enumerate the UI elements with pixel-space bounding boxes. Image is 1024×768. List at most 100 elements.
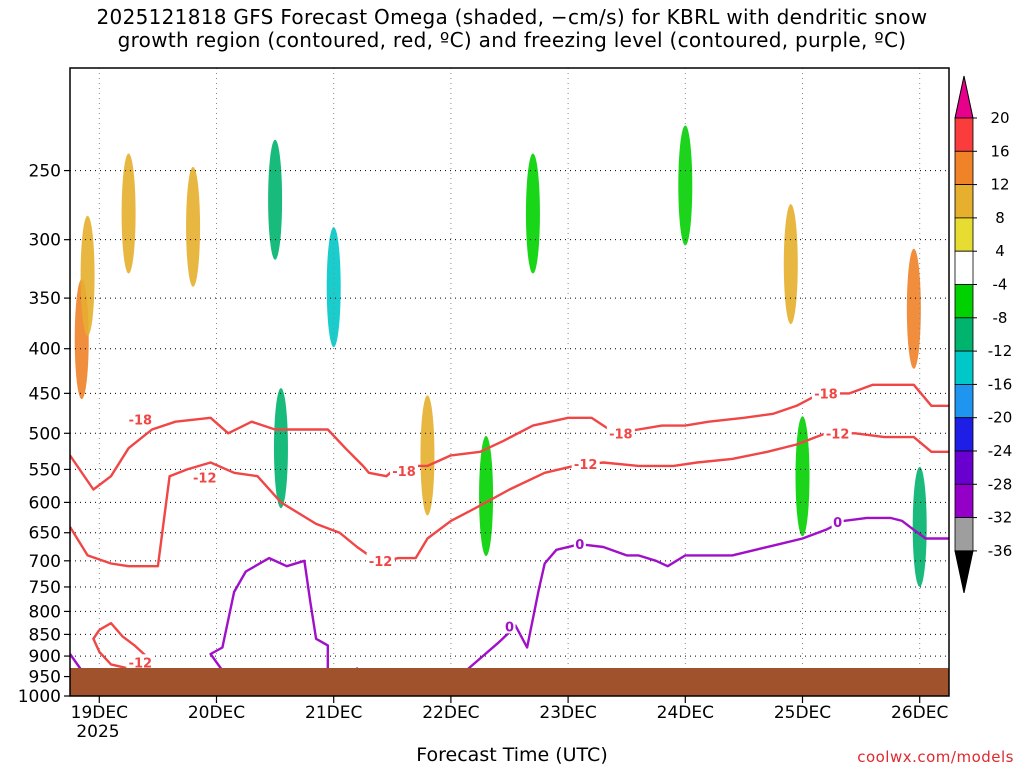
colorbar-segment-0: [954, 117, 974, 152]
colorbar-segment-9: [954, 417, 974, 452]
y-tick-label-750: 750: [29, 578, 61, 598]
omega-cell-3: [186, 166, 201, 287]
x-year-label: 2025: [76, 722, 119, 742]
colorbar-label-11: -28: [988, 475, 1013, 493]
x-tick-label-22DEC: 22DEC: [422, 703, 479, 723]
colorbar-label-2: 12: [990, 176, 1009, 194]
contour-label-1-3: -12: [826, 427, 850, 442]
omega-cell-9: [525, 153, 540, 274]
y-tick-label-650: 650: [29, 524, 61, 544]
y-tick-label-350: 350: [29, 289, 61, 309]
contour-label-bg-1-2: [571, 455, 600, 471]
contour-label-0-3: -18: [814, 387, 838, 402]
colorbar-label-8: -16: [988, 375, 1013, 393]
y-tick-label-250: 250: [29, 162, 61, 182]
omega-cell-14: [912, 466, 927, 587]
colorbar-segment-4: [954, 250, 974, 285]
contour-label-bg-6-0: [503, 618, 516, 634]
colorbar-label-7: -12: [988, 342, 1013, 360]
ground-terrain: [70, 668, 949, 696]
colorbar-segment-8: [954, 383, 974, 419]
omega-cell-5: [273, 388, 288, 509]
contour-label-bg-0-2: [606, 425, 635, 441]
colorbar-label-4: 4: [995, 242, 1005, 260]
contour-label-bg-2-0: [126, 654, 155, 670]
y-tick-label-800: 800: [29, 602, 61, 622]
colorbar: 20 16 12 8 4 -4 -8 -12 -16 -20 -24 -28 -32 -36: [954, 75, 1013, 594]
contour-label-bg-1-3: [823, 425, 852, 441]
colorbar-label-6: -8: [993, 309, 1008, 327]
colorbar-bottom-arrow: [954, 550, 974, 594]
colorbar-segment-7: [954, 350, 974, 385]
colorbar-segment-10: [954, 450, 974, 485]
x-axis-ticks: 19DEC 20DEC 21DEC 22DEC 23DEC 24DEC 25DEC 26DEC: [71, 696, 948, 723]
colorbar-label-3: 8: [995, 209, 1005, 227]
colorbar-segment-5: [954, 284, 974, 319]
colorbar-label-10: -24: [988, 442, 1013, 460]
contour-label-0-2: -18: [609, 427, 633, 442]
contour-dendritic-12: [70, 432, 949, 568]
contour-label-6-0: 0: [505, 620, 514, 635]
colorbar-label-12: -32: [988, 509, 1013, 527]
chart-title: 2025121818 GFS Forecast Omega (shaded, −…: [0, 6, 1024, 52]
x-tick-label-21DEC: 21DEC: [305, 703, 362, 723]
colorbar-label-13: -36: [988, 542, 1013, 560]
colorbar-label-0: 20: [990, 109, 1009, 127]
omega-cell-7: [420, 395, 435, 516]
omega-cell-6: [326, 227, 341, 348]
contour-label-1-0: -12: [193, 472, 217, 487]
site-credit: coolwx.com/models: [857, 748, 1014, 766]
contour-label-1-2: -12: [574, 458, 598, 473]
colorbar-segment-6: [954, 317, 974, 352]
chart-title-line1: 2025121818 GFS Forecast Omega (shaded, −…: [96, 5, 928, 29]
omega-shading: [74, 125, 927, 587]
contour-label-bg-0-1: [390, 462, 419, 478]
y-tick-label-950: 950: [29, 668, 61, 688]
colorbar-segment-1: [954, 150, 974, 186]
omega-cell-8: [479, 436, 494, 557]
colorbar-segment-12: [954, 517, 974, 552]
x-tick-label-24DEC: 24DEC: [657, 703, 714, 723]
contour-label-bg-0-3: [811, 385, 840, 401]
omega-cell-13: [906, 248, 921, 369]
colorbar-label-1: 16: [990, 142, 1009, 160]
omega-cell-4: [268, 139, 283, 260]
y-tick-label-500: 500: [29, 424, 61, 444]
y-tick-label-850: 850: [29, 625, 61, 645]
y-tick-label-400: 400: [29, 340, 61, 360]
contour-label-bg-0-0: [126, 411, 155, 427]
contour-label-2-0: -12: [129, 656, 153, 671]
colorbar-label-5: -4: [993, 276, 1008, 294]
x-tick-label-26DEC: 26DEC: [891, 703, 948, 723]
x-tick-label-25DEC: 25DEC: [774, 703, 831, 723]
y-tick-label-300: 300: [29, 231, 61, 251]
y-tick-label-1000: 1000: [18, 687, 61, 707]
x-tick-label-19DEC: 19DEC: [71, 703, 128, 723]
x-tick-label-23DEC: 23DEC: [539, 703, 596, 723]
contour-label-6-2: 0: [833, 516, 842, 531]
y-tick-label-550: 550: [29, 460, 61, 480]
contour-label-0-1: -18: [392, 465, 416, 480]
omega-cell-12: [795, 416, 810, 537]
omega-cell-2: [121, 153, 136, 274]
colorbar-segment-2: [954, 184, 974, 219]
contour-label-bg-1-0: [190, 469, 219, 485]
colorbar-segment-3: [954, 217, 974, 252]
y-tick-label-900: 900: [29, 647, 61, 667]
chart-title-line2: growth region (contoured, red, ºC) and f…: [117, 28, 907, 52]
colorbar-top-arrow: [954, 75, 974, 119]
y-tick-label-600: 600: [29, 493, 61, 513]
y-axis-ticks: 2503003504004505005506006507007508008509…: [18, 162, 70, 707]
colorbar-segment-11: [954, 483, 974, 518]
contour-label-bg-1-1: [366, 552, 395, 568]
plot-background: [70, 68, 949, 696]
contour-label-1-1: -12: [369, 555, 393, 570]
y-tick-label-450: 450: [29, 384, 61, 404]
x-axis-label: Forecast Time (UTC): [416, 744, 608, 766]
contour-labels: -18-18-18-18-12-12-12-12-120000: [126, 385, 852, 686]
plot-frame: [69, 67, 950, 697]
contour-label-0-0: -18: [129, 413, 153, 428]
x-tick-label-20DEC: 20DEC: [188, 703, 245, 723]
y-tick-label-700: 700: [29, 552, 61, 572]
